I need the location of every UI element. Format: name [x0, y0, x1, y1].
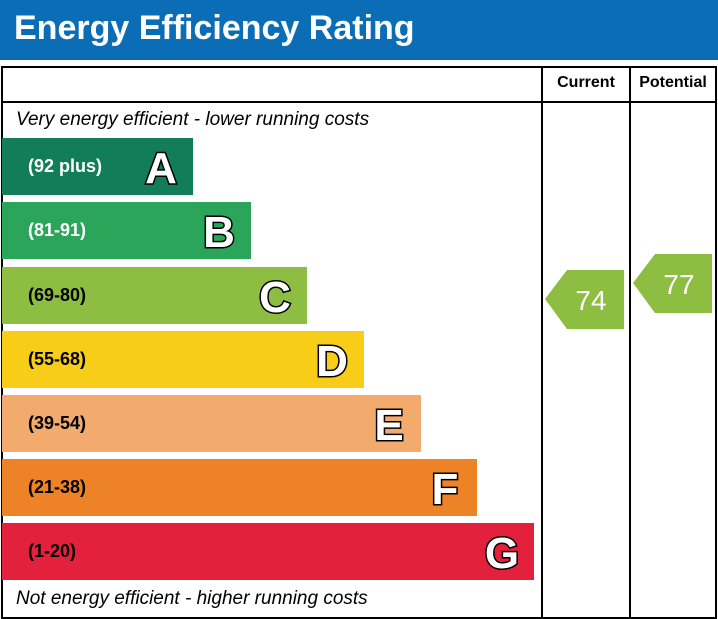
band-bar-b: (81-91) B: [2, 202, 251, 259]
potential-arrow-shape: [633, 254, 712, 313]
potential-column-header: Potential: [639, 74, 707, 91]
band-letter: C: [259, 273, 291, 322]
band-bar-g: (1-20) G: [2, 523, 534, 580]
current-rating-arrow: 74: [545, 270, 624, 329]
band-range-label: (92 plus): [28, 156, 103, 176]
top-note: Very energy efficient - lower running co…: [16, 109, 370, 130]
potential-rating-value: 77: [663, 269, 694, 300]
band-letter: D: [316, 337, 348, 386]
band-range-label: (39-54): [28, 413, 87, 433]
header-banner: Energy Efficiency Rating: [0, 0, 718, 60]
page-title: Energy Efficiency Rating: [14, 9, 415, 47]
bottom-note: Not energy efficient - higher running co…: [16, 588, 368, 609]
potential-column-divider: [629, 66, 631, 617]
band-range-label: (81-91): [28, 220, 87, 240]
band-bar-d: (55-68) D: [2, 331, 364, 388]
band-range-label: (55-68): [28, 349, 87, 369]
band-letter: F: [432, 465, 459, 514]
band-range-label: (69-80): [28, 285, 87, 305]
band-letter: G: [485, 529, 519, 578]
band-bar-e: (39-54) E: [2, 395, 421, 452]
band-bar-c: (69-80) C: [2, 267, 307, 324]
band-range-label: (21-38): [28, 477, 87, 497]
current-rating-value: 74: [575, 285, 606, 316]
potential-rating-arrow: 77: [633, 254, 712, 313]
header-divider: [1, 101, 717, 103]
current-column-header: Current: [557, 74, 615, 91]
band-bar-a: (92 plus) A: [2, 138, 193, 195]
band-letter: E: [374, 401, 403, 450]
current-column-divider: [541, 66, 543, 617]
band-letter: A: [145, 144, 177, 193]
current-arrow-shape: [545, 270, 624, 329]
band-range-label: (1-20): [28, 541, 77, 561]
band-letter: B: [203, 208, 235, 257]
band-bar-f: (21-38) F: [2, 459, 477, 516]
